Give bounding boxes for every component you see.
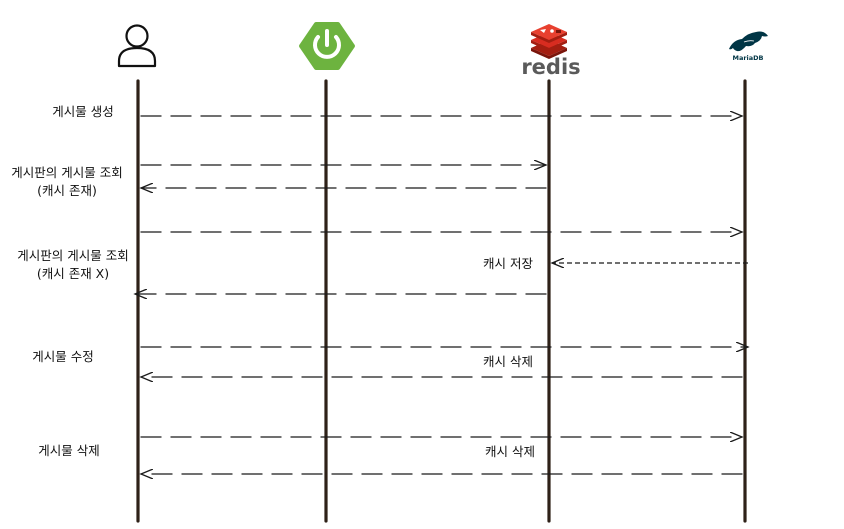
spring-power-icon [299,22,355,70]
flow-read-hit-label-line1: 게시판의 게시물 조회 [11,165,122,180]
note-delete-cache-delete: 캐시 삭제 [485,444,535,459]
flow-update-label: 게시물 수정 [32,349,93,364]
flow-read-miss-label-line1: 게시판의 게시물 조회 [17,248,128,263]
user-icon [117,24,157,68]
mariadb-seal-icon [729,31,768,52]
flow-read-hit-label-line2: (캐시 존재) [37,183,97,198]
mariadb-label: MariaDB [732,54,763,62]
flow-create-label: 게시물 생성 [52,104,113,119]
note-cache-save: 캐시 저장 [483,256,533,271]
redis-icon [531,24,567,59]
flow-delete-label: 게시물 삭제 [38,443,99,458]
redis-label: redis [521,55,580,79]
note-update-cache-delete: 캐시 삭제 [483,354,533,369]
flow-read-miss-label-line2: (캐시 존재 X) [37,266,109,281]
